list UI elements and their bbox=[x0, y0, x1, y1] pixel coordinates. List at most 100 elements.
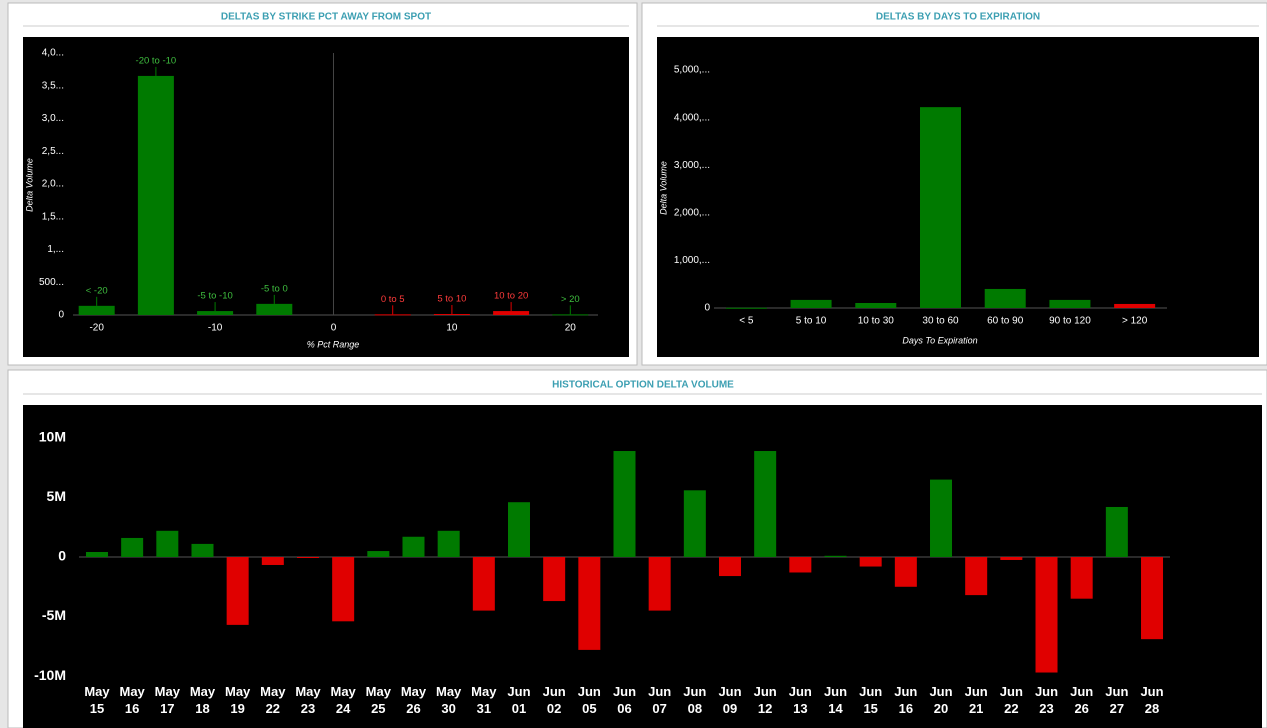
y-axis-title: Delta Volume bbox=[24, 158, 34, 212]
x-tick-label: Jun 23 bbox=[1034, 684, 1059, 716]
x-tick-label: Jun 09 bbox=[718, 684, 742, 716]
bar bbox=[965, 557, 988, 596]
x-tick-label: 10 bbox=[446, 323, 458, 334]
x-tick-label: Jun 16 bbox=[894, 684, 918, 716]
x-tick-label: May 24 bbox=[330, 684, 356, 716]
bar bbox=[402, 536, 425, 557]
bar bbox=[1070, 557, 1093, 599]
bar bbox=[824, 555, 847, 557]
bar bbox=[552, 314, 589, 316]
x-tick-label: Jun 26 bbox=[1070, 684, 1094, 716]
bar bbox=[648, 557, 671, 611]
x-tick-label: May 26 bbox=[400, 684, 427, 716]
bar bbox=[578, 557, 601, 650]
bar bbox=[859, 557, 882, 567]
y-tick-label: -10M bbox=[34, 667, 66, 683]
chart-title: DELTAS BY STRIKE PCT AWAY FROM SPOT bbox=[221, 12, 431, 23]
bar bbox=[121, 537, 144, 557]
bar bbox=[226, 557, 249, 625]
bar bbox=[433, 314, 470, 316]
bar bbox=[1141, 557, 1164, 640]
bar bbox=[1114, 303, 1156, 308]
x-tick-label: Jun 13 bbox=[788, 684, 812, 716]
bar bbox=[197, 311, 234, 315]
x-tick-label: Jun 06 bbox=[612, 684, 637, 716]
bar bbox=[790, 299, 832, 308]
chart-title: HISTORICAL OPTION DELTA VOLUME bbox=[552, 380, 734, 391]
x-tick-label: 0 bbox=[331, 323, 337, 334]
x-tick-label: Jun 22 bbox=[999, 684, 1023, 716]
bar bbox=[984, 288, 1026, 308]
y-tick-label: 4,0... bbox=[42, 48, 64, 59]
bar bbox=[472, 557, 495, 611]
x-tick-label: > 120 bbox=[1122, 316, 1148, 327]
data-label: -20 to -10 bbox=[136, 55, 177, 66]
bar bbox=[1049, 299, 1091, 308]
bar bbox=[332, 557, 355, 622]
bar bbox=[855, 303, 897, 308]
data-label: < -20 bbox=[86, 285, 108, 296]
x-tick-label: May 15 bbox=[84, 684, 110, 716]
x-tick-label: May 23 bbox=[295, 684, 321, 716]
y-tick-label: 3,000,... bbox=[674, 160, 710, 171]
data-label: 10 to 20 bbox=[494, 291, 528, 302]
x-axis-title: % Pct Range bbox=[307, 339, 360, 349]
bar bbox=[437, 530, 460, 557]
x-tick-label: May 19 bbox=[224, 684, 251, 716]
y-tick-label: -5M bbox=[42, 607, 66, 623]
x-tick-label: May 30 bbox=[436, 684, 462, 716]
x-tick-label: 30 to 60 bbox=[922, 316, 959, 327]
plot-area bbox=[23, 37, 629, 357]
y-tick-label: 3,0... bbox=[42, 113, 64, 124]
data-label: -5 to -10 bbox=[197, 291, 232, 302]
x-tick-label: Jun 08 bbox=[683, 684, 707, 716]
y-tick-label: 2,5... bbox=[42, 146, 64, 157]
x-tick-label: < 5 bbox=[739, 316, 754, 327]
x-tick-label: Jun 20 bbox=[929, 684, 953, 716]
bar bbox=[493, 311, 530, 315]
x-tick-label: 90 to 120 bbox=[1049, 316, 1091, 327]
bar bbox=[894, 557, 917, 587]
x-tick-label: -10 bbox=[208, 323, 223, 334]
data-label: 5 to 10 bbox=[437, 294, 466, 305]
bar bbox=[613, 451, 636, 557]
bar bbox=[719, 557, 742, 577]
bar bbox=[754, 451, 777, 557]
bar bbox=[85, 551, 108, 557]
data-label: 0 to 5 bbox=[381, 294, 405, 305]
bar bbox=[1035, 557, 1058, 673]
y-tick-label: 10M bbox=[39, 429, 66, 445]
bar bbox=[156, 530, 179, 557]
y-tick-label: 1,000,... bbox=[674, 255, 710, 266]
x-tick-label: Jun 27 bbox=[1105, 684, 1129, 716]
x-tick-label: Jun 21 bbox=[964, 684, 988, 716]
bar bbox=[191, 543, 214, 557]
x-tick-label: May 18 bbox=[189, 684, 216, 716]
x-tick-label: Jun 02 bbox=[542, 684, 566, 716]
bar bbox=[683, 490, 706, 557]
bar bbox=[507, 502, 530, 557]
x-tick-label: Jun 15 bbox=[859, 684, 883, 716]
x-axis-title: Days To Expiration bbox=[902, 335, 977, 345]
x-tick-label: Jun 12 bbox=[753, 684, 777, 716]
bar bbox=[930, 479, 953, 557]
x-tick-label: 10 to 30 bbox=[858, 316, 895, 327]
bar bbox=[137, 75, 174, 315]
y-tick-label: 0 bbox=[58, 310, 64, 321]
y-axis-title: Delta Volume bbox=[658, 161, 668, 215]
y-tick-label: 4,000,... bbox=[674, 112, 710, 123]
chart-title: DELTAS BY DAYS TO EXPIRATION bbox=[876, 12, 1040, 23]
x-tick-label: Jun 07 bbox=[648, 684, 672, 716]
x-tick-label: May 25 bbox=[365, 684, 391, 716]
x-tick-label: May 17 bbox=[154, 684, 180, 716]
x-tick-label: 60 to 90 bbox=[987, 316, 1024, 327]
y-tick-label: 500... bbox=[39, 277, 64, 288]
y-tick-label: 1,... bbox=[47, 244, 64, 255]
x-tick-label: May 22 bbox=[260, 684, 286, 716]
data-label: -5 to 0 bbox=[261, 283, 288, 294]
bar bbox=[1000, 557, 1023, 560]
bar bbox=[78, 305, 115, 315]
bar bbox=[367, 551, 390, 557]
